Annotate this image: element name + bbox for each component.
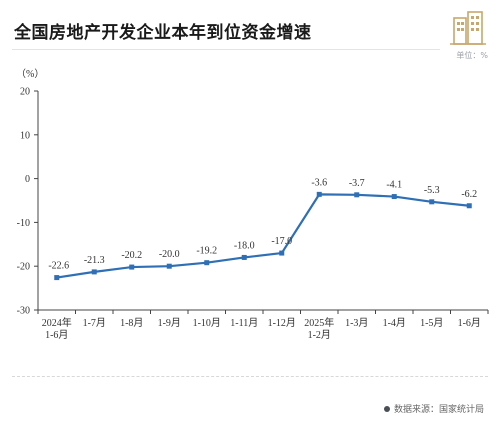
y-tick-label: -20 [17, 262, 30, 273]
chart-title: 全国房地产开发企业本年到位资金增速 [14, 23, 312, 43]
data-point [391, 194, 397, 200]
data-point [129, 264, 135, 270]
x-tick-label: 2025年 [304, 316, 334, 329]
source-text: 数据来源：国家统计局 [393, 405, 484, 415]
unit-label: 单位：% [456, 51, 488, 60]
data-label: -20.2 [121, 250, 142, 261]
data-point [429, 199, 435, 205]
data-point [204, 260, 210, 266]
chart-marks: -22.6 -21.3 -20.2 -20.0 -19.2 -18.0 -17.0 -3.6 -… [48, 177, 477, 281]
x-tick-label: 1-7月 [83, 317, 106, 329]
x-tick-label: 2024年 [42, 316, 72, 329]
data-point [279, 250, 285, 256]
series-line [56, 193, 470, 279]
data-label: -3.7 [349, 178, 365, 189]
data-point [354, 192, 360, 198]
x-tick-label: 1-9月 [158, 317, 181, 329]
x-tick-label: 1-2月 [308, 329, 331, 341]
x-tick-label: 1-11月 [230, 317, 258, 329]
data-point [466, 203, 472, 209]
data-point [166, 263, 172, 269]
x-tick-label: 1-5月 [420, 317, 443, 329]
y-tick-label: -10 [17, 218, 30, 229]
footer-divider [12, 376, 488, 377]
data-point [91, 269, 97, 275]
bullet-dot-icon [383, 405, 390, 412]
x-tick-label: 1-12月 [268, 317, 296, 329]
y-tick-label: 10 [20, 130, 30, 141]
data-point [316, 191, 322, 197]
x-tick-label: 1-6月 [458, 317, 481, 329]
x-tick-label: 1-10月 [193, 317, 221, 329]
source-note: 数据来源：国家统计局 [383, 402, 484, 415]
building-icon [450, 11, 486, 45]
data-label: -17.0 [271, 236, 292, 247]
y-tick-label: 0 [25, 174, 30, 185]
x-tick-label: 1-6月 [45, 329, 68, 341]
data-label: -22.6 [48, 261, 69, 272]
y-tick-label: -30 [17, 306, 30, 317]
x-tick-label: 1-4月 [383, 317, 406, 329]
data-label: -5.3 [424, 185, 440, 196]
data-label: -3.6 [311, 177, 327, 188]
data-label: -20.0 [159, 249, 180, 260]
data-label: -6.2 [461, 189, 477, 200]
data-point [54, 275, 60, 281]
data-label: -4.1 [386, 180, 402, 191]
y-axis-label: （%） [16, 68, 44, 80]
data-label: -19.2 [196, 246, 217, 257]
title-divider [12, 49, 440, 50]
x-tick-label: 1-3月 [345, 317, 368, 329]
data-label: -21.3 [84, 255, 105, 266]
x-tick-label: 1-8月 [120, 317, 143, 329]
y-tick-label: 20 [20, 87, 30, 98]
data-point [241, 254, 247, 260]
data-label: -18.0 [234, 240, 255, 251]
